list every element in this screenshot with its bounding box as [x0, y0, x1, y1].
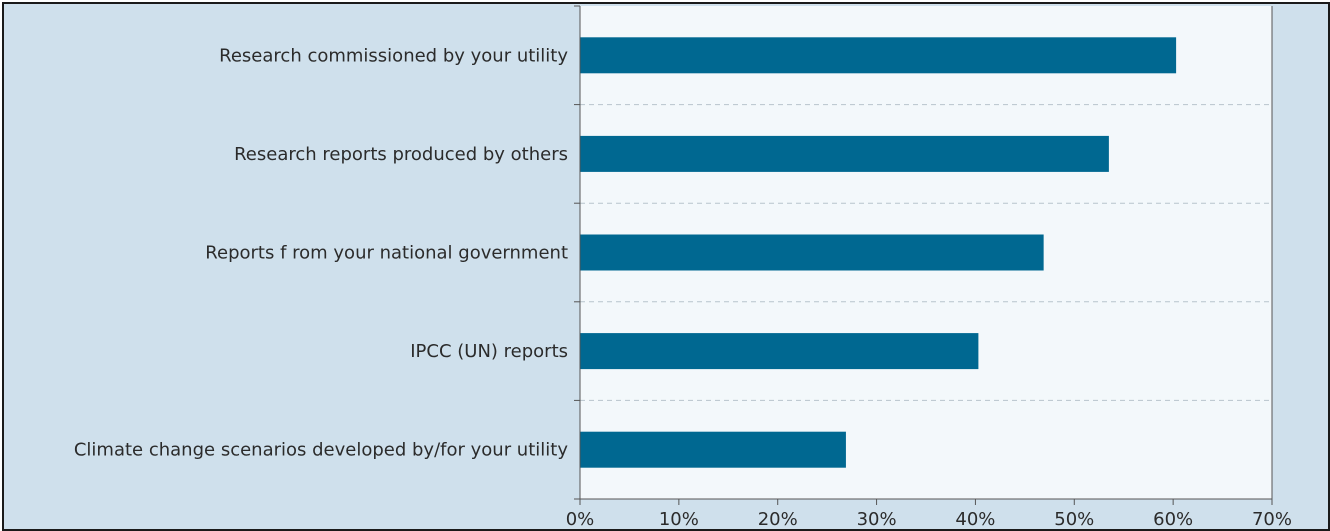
bars: [580, 37, 1177, 468]
x-tick-label-2: 20%: [758, 509, 798, 529]
x-tick-label-7: 70%: [1252, 509, 1292, 529]
x-tick-label-1: 10%: [659, 509, 699, 529]
x-tick-label-4: 40%: [955, 509, 995, 529]
category-label-3: Reports f rom your national government: [205, 243, 568, 264]
bar-1: [580, 37, 1177, 74]
bar-5: [580, 431, 846, 468]
category-label-5: Climate change scenarios developed by/fo…: [74, 440, 568, 461]
x-tick-label-3: 30%: [857, 509, 897, 529]
x-tick-label-0: 0%: [566, 509, 595, 529]
bar-2: [580, 135, 1109, 172]
x-tick-labels: 0% 10% 20% 30% 40% 50% 60% 70%: [566, 509, 1292, 529]
x-tick-label-5: 50%: [1054, 509, 1094, 529]
category-label-4: IPCC (UN) reports: [410, 341, 568, 362]
bar-chart: Research commissioned by your utility Res…: [74, 5, 1292, 529]
bar-3: [580, 234, 1044, 271]
category-label-2: Research reports produced by others: [234, 144, 568, 165]
axes: [574, 5, 1273, 505]
category-labels: Research commissioned by your utility Res…: [74, 45, 568, 460]
bar-4: [580, 333, 979, 370]
category-label-1: Research commissioned by your utility: [219, 45, 568, 66]
x-tick-label-6: 60%: [1153, 509, 1193, 529]
grid-lines: [580, 104, 1272, 401]
